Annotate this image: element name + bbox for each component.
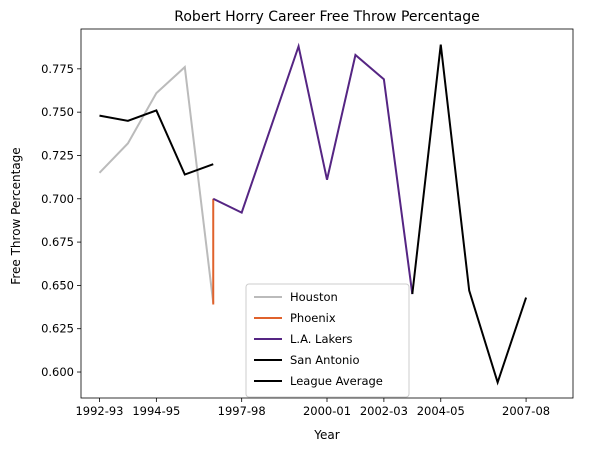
plot-area xyxy=(80,28,574,399)
x-tick-label: 2002-03 xyxy=(360,404,408,418)
chart-title: Robert Horry Career Free Throw Percentag… xyxy=(174,9,479,25)
legend-label-league-average: League Average xyxy=(290,374,383,388)
series-line-houston xyxy=(98,65,215,303)
y-tick-label: 0.650 xyxy=(41,278,74,292)
series-lines xyxy=(98,42,528,386)
y-axis-label: Free Throw Percentage xyxy=(9,147,23,284)
y-tick-label: 0.700 xyxy=(41,192,74,206)
legend-label-houston: Houston xyxy=(290,290,338,304)
x-tick-label: 2000-01 xyxy=(303,404,351,418)
x-axis-label: Year xyxy=(313,428,339,442)
x-tick-label: 1994-95 xyxy=(132,404,180,418)
x-tick-label: 1997-98 xyxy=(218,404,266,418)
series-line-league-average xyxy=(99,109,214,176)
x-tick-label: 2004-05 xyxy=(417,404,465,418)
axis-ticks: 1992-93 1994-95 1997-98 2000-01 2002-03 2004-… xyxy=(41,62,550,418)
y-tick-label: 0.675 xyxy=(41,235,74,249)
series-line-san-antonio xyxy=(411,44,528,386)
legend: Houston Phoenix L.A. Lakers San Antonio Leag… xyxy=(245,283,410,398)
legend-label-san-antonio: San Antonio xyxy=(290,353,360,367)
y-tick-label: 0.600 xyxy=(41,365,74,379)
y-tick-label: 0.750 xyxy=(41,105,74,119)
x-tick-label: 2007-08 xyxy=(502,404,550,418)
legend-label-phoenix: Phoenix xyxy=(290,311,336,325)
x-tick-label: 1992-93 xyxy=(75,404,123,418)
legend-box xyxy=(245,283,410,398)
legend-label-l-a-lakers: L.A. Lakers xyxy=(290,332,353,346)
y-tick-label: 0.775 xyxy=(41,62,74,76)
series-line-l-a-lakers xyxy=(212,42,414,295)
y-tick-label: 0.725 xyxy=(41,148,74,162)
y-tick-label: 0.625 xyxy=(41,322,74,336)
